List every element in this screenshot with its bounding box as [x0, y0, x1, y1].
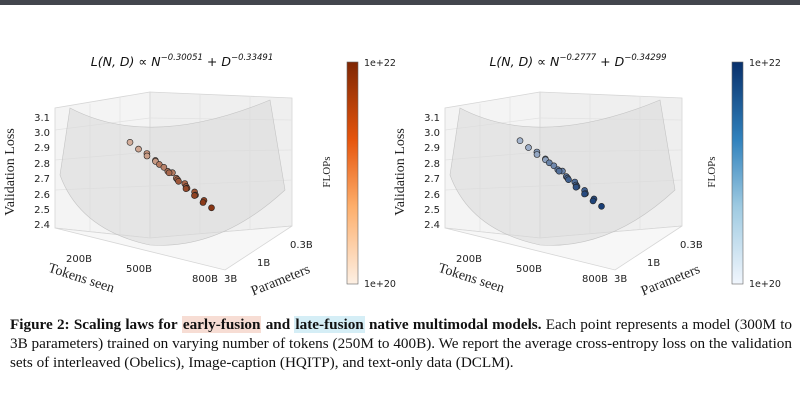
z-axis-label: Validation Loss	[3, 128, 18, 216]
z-tick: 2.9	[34, 143, 50, 154]
early-fusion-highlight: early-fusion	[181, 316, 262, 333]
figure-caption: Figure 2: Scaling laws for early-fusion …	[10, 315, 792, 372]
x-tick: 200B	[66, 254, 92, 265]
x-axis: 200B 500B 800B	[66, 254, 218, 285]
data-point	[191, 192, 198, 199]
early-fusion-panel: L(N, D) ∝ N−0.30051 + D−0.33491 3.1 3.0 …	[3, 53, 396, 299]
data-point	[199, 199, 207, 206]
x-tick: 500B	[126, 264, 152, 275]
y-tick: 3B	[224, 274, 237, 285]
data-point	[126, 139, 134, 146]
data-point	[533, 151, 541, 158]
z-tick: 2.7	[424, 174, 440, 185]
z-tick: 2.8	[424, 159, 440, 170]
x-axis: 200B 500B 800B	[456, 254, 608, 285]
y-axis: 0.3B 1B 3B	[224, 240, 313, 285]
caption-bold-3: native multimodal models.	[368, 316, 542, 333]
data-point	[572, 183, 580, 191]
z-tick: 2.6	[34, 190, 50, 201]
colorbar-late	[731, 61, 744, 285]
data-point	[182, 185, 190, 192]
top-border	[0, 0, 800, 5]
figure-label: Figure 2:	[10, 316, 70, 333]
data-point	[135, 145, 142, 153]
y-tick: 0.3B	[680, 240, 703, 251]
data-point	[589, 197, 597, 205]
y-axis: 0.3B 1B 3B	[614, 240, 703, 285]
figure-panels: L(N, D) ∝ N−0.30051 + D−0.33491 3.1 3.0 …	[3, 53, 781, 299]
colorbar-max-label: 1e+22	[364, 58, 396, 69]
z-tick: 3.0	[424, 128, 440, 139]
x-axis-label: Tokens seen	[46, 261, 116, 296]
z-tick: 2.4	[34, 220, 50, 231]
y-tick: 1B	[647, 258, 660, 269]
z-tick: 2.4	[424, 220, 440, 231]
colorbar-min-label: 1e+20	[749, 279, 781, 290]
colorbar-min-label: 1e+20	[364, 279, 396, 290]
x-tick: 800B	[582, 274, 608, 285]
colorbar-title: FLOPs	[321, 156, 333, 187]
y-tick: 1B	[257, 258, 270, 269]
x-tick: 500B	[516, 264, 542, 275]
data-point	[175, 178, 182, 185]
z-axis: 3.1 3.0 2.9 2.8 2.7 2.6 2.5 2.4	[424, 113, 440, 231]
colorbar-title: FLOPs	[706, 156, 718, 187]
x-axis-label: Tokens seen	[436, 261, 506, 296]
y-tick: 3B	[614, 274, 627, 285]
z-tick: 2.8	[34, 159, 50, 170]
colorbar-early	[346, 61, 359, 285]
data-point	[160, 164, 168, 171]
data-point	[156, 161, 163, 168]
z-tick: 2.5	[424, 205, 440, 216]
late-title: L(N, D) ∝ N−0.2777 + D−0.34299	[489, 53, 666, 69]
late-fusion-highlight: late-fusion	[294, 316, 365, 333]
z-tick: 3.1	[424, 113, 440, 124]
data-point	[555, 167, 563, 175]
z-tick: 2.7	[34, 174, 50, 185]
data-point	[165, 169, 173, 177]
data-point	[525, 144, 532, 151]
data-point	[208, 204, 215, 212]
caption-bold-1: Scaling laws for	[73, 316, 178, 333]
y-tick: 0.3B	[290, 240, 313, 251]
late-fusion-panel: L(N, D) ∝ N−0.2777 + D−0.34299 3.1 3.0 2…	[393, 53, 781, 299]
x-tick: 200B	[456, 254, 482, 265]
colorbar-max-label: 1e+22	[749, 58, 781, 69]
z-axis-label: Validation Loss	[393, 128, 408, 216]
data-point	[598, 203, 605, 210]
z-tick: 3.1	[34, 113, 50, 124]
early-title: L(N, D) ∝ N−0.30051 + D−0.33491	[91, 53, 273, 69]
data-point	[581, 190, 588, 198]
data-point	[546, 159, 553, 167]
late-points	[516, 137, 605, 210]
z-tick: 2.9	[424, 143, 440, 154]
data-point	[565, 176, 572, 183]
data-point	[550, 162, 558, 170]
caption-body: Each point represents a model (300M to 3…	[10, 316, 793, 371]
z-tick: 3.0	[34, 128, 50, 139]
early-points	[126, 139, 215, 212]
z-axis: 3.1 3.0 2.9 2.8 2.7 2.6 2.5 2.4	[34, 113, 50, 231]
caption-bold-2: and	[265, 316, 291, 333]
x-tick: 800B	[192, 274, 218, 285]
z-tick: 2.5	[34, 205, 50, 216]
z-tick: 2.6	[424, 190, 440, 201]
data-point	[143, 152, 151, 160]
data-point	[516, 137, 524, 144]
